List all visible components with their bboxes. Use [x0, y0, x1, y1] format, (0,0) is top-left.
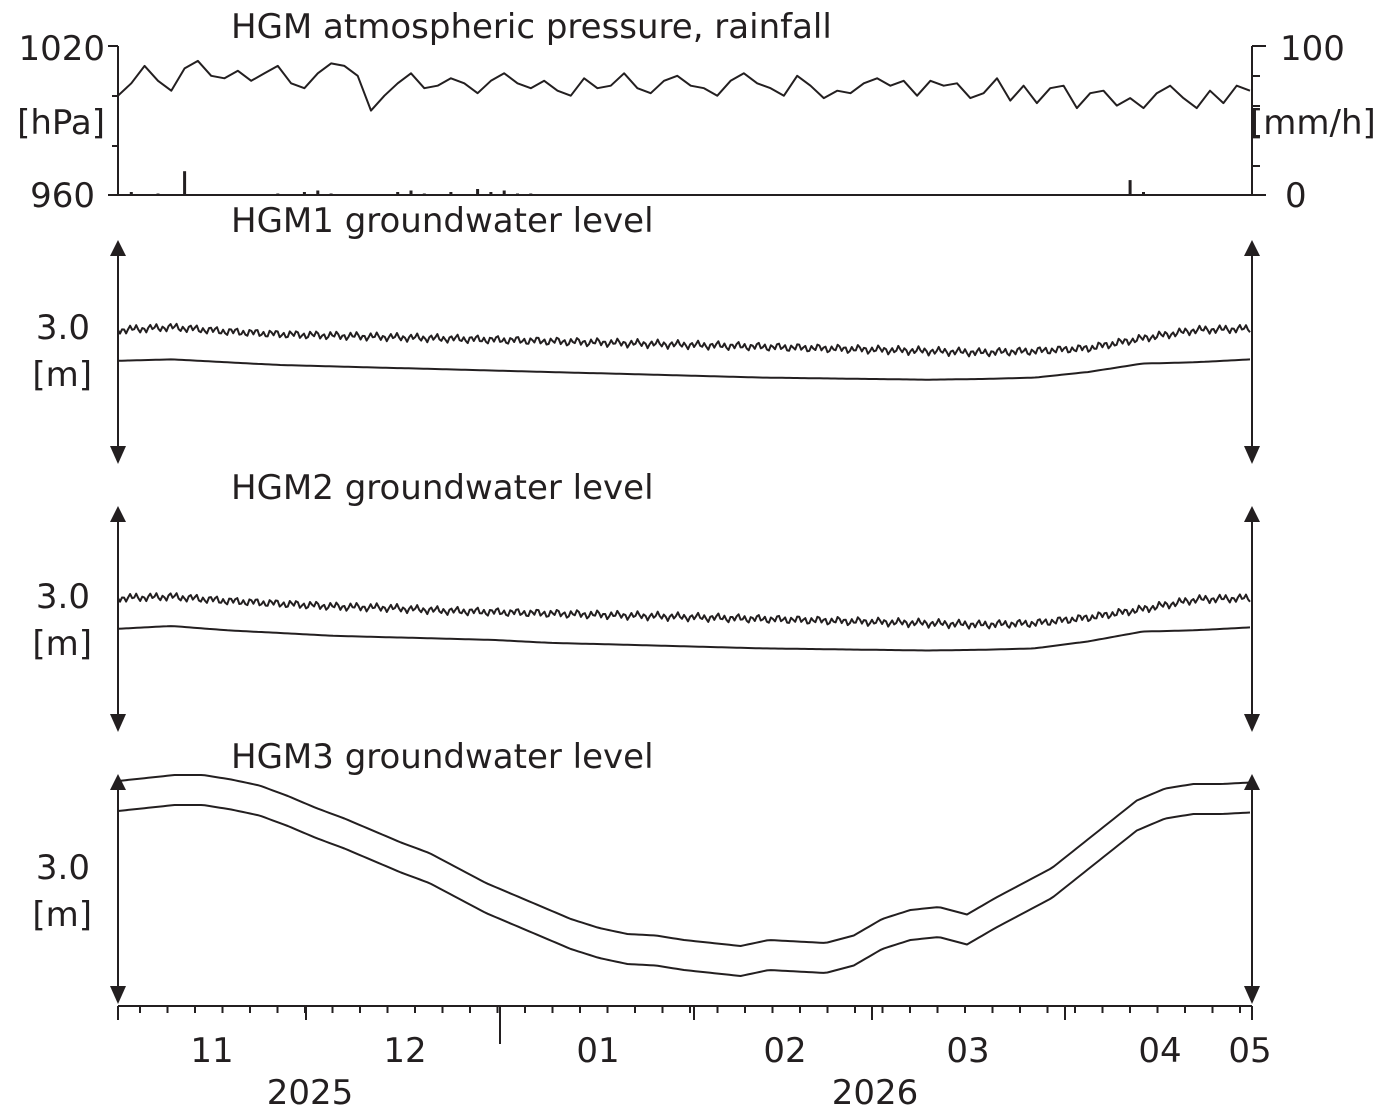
arrow-up-right-hgm1 — [1244, 240, 1260, 256]
rainfall-bar — [409, 190, 413, 195]
y-unit-hgm2: [m] — [32, 624, 92, 664]
arrow-down-right-hgm3 — [1244, 986, 1260, 1004]
month-label-05: 05 — [1228, 1031, 1271, 1071]
month-label-02: 02 — [763, 1031, 806, 1071]
y-unit-right: [mm/h] — [1250, 103, 1376, 143]
panel-hgm3: HGM3 groundwater level 3.0 [m] — [32, 737, 1260, 1004]
rainfall-bar — [329, 193, 333, 195]
rainfall-bar — [276, 193, 280, 195]
panel-title-hgm2: HGM2 groundwater level — [231, 468, 654, 508]
arrow-up-left-hgm1 — [110, 240, 126, 256]
hgm1-series-lower — [117, 358, 1251, 381]
arrow-up-right-hgm3 — [1244, 774, 1260, 790]
arrow-up-right-hgm2 — [1244, 506, 1260, 522]
panel-hgm1: HGM1 groundwater level 3.0 [m] — [32, 201, 1260, 464]
hgm1-series-upper — [117, 322, 1251, 358]
month-label-01: 01 — [576, 1031, 619, 1071]
year-label-2025: 2025 — [267, 1073, 354, 1111]
rainfall-bar — [422, 193, 426, 195]
time-axis: 11 12 01 02 03 04 05 2025 2026 — [117, 1005, 1272, 1111]
rainfall-bar — [156, 193, 160, 195]
panel-title-pressure: HGM atmospheric pressure, rainfall — [231, 7, 832, 47]
rainfall-bar — [183, 171, 187, 195]
rainfall-bars — [129, 171, 1145, 195]
arrow-up-left-hgm2 — [110, 506, 126, 522]
month-label-12: 12 — [383, 1031, 426, 1071]
rainfall-bar — [1142, 192, 1145, 195]
rainfall-bar — [302, 192, 306, 195]
y-tick-hgm3: 3.0 — [36, 848, 90, 888]
year-label-2026: 2026 — [832, 1073, 919, 1111]
pressure-series-line — [117, 59, 1251, 112]
time-axis-minor-ticks — [139, 1006, 1241, 1013]
month-label-04: 04 — [1138, 1031, 1181, 1071]
rainfall-bar — [316, 190, 320, 195]
y-tick-right-bottom: 0 — [1285, 176, 1307, 216]
panel-title-hgm1: HGM1 groundwater level — [231, 201, 654, 241]
y-unit-hgm1: [m] — [32, 355, 92, 395]
hgm2-series-upper — [117, 592, 1251, 630]
arrow-down-right-hgm1 — [1244, 446, 1260, 464]
rainfall-bar — [476, 189, 480, 195]
hgm2-series-lower — [117, 625, 1251, 652]
y-unit-hgm3: [m] — [32, 895, 92, 935]
y-tick-right-top: 100 — [1280, 29, 1345, 69]
y-unit-left: [hPa] — [17, 103, 105, 143]
month-label-11: 11 — [190, 1031, 233, 1071]
rainfall-bar — [489, 192, 493, 195]
hgm3-series-lower — [117, 804, 1251, 977]
rainfall-bar — [1128, 180, 1132, 195]
y-tick-left-bottom: 960 — [30, 176, 95, 216]
rainfall-bar — [529, 193, 533, 195]
panel-hgm2: HGM2 groundwater level 3.0 [m] — [32, 468, 1260, 732]
panel-pressure: HGM atmospheric pressure, rainfall 1020 … — [17, 7, 1376, 216]
y-tick-hgm2: 3.0 — [36, 577, 90, 617]
y-tick-left-top: 1020 — [18, 29, 105, 69]
arrow-up-left-hgm3 — [110, 774, 126, 790]
rainfall-bar — [502, 190, 506, 195]
y-ticks-pressure — [108, 45, 1266, 196]
rainfall-bar — [129, 192, 133, 195]
panel-title-hgm3: HGM3 groundwater level — [231, 737, 654, 777]
rainfall-bar — [449, 192, 453, 195]
arrow-down-right-hgm2 — [1244, 714, 1260, 732]
arrow-down-left-hgm3 — [110, 986, 126, 1004]
hgm3-series-upper — [117, 774, 1251, 947]
rainfall-bar — [516, 193, 519, 195]
arrow-down-left-hgm2 — [110, 714, 126, 732]
time-axis-major-ticks — [117, 1006, 1253, 1044]
y-tick-hgm1: 3.0 — [36, 308, 90, 348]
arrow-down-left-hgm1 — [110, 446, 126, 464]
month-label-03: 03 — [946, 1031, 989, 1071]
rainfall-bar — [396, 192, 400, 195]
